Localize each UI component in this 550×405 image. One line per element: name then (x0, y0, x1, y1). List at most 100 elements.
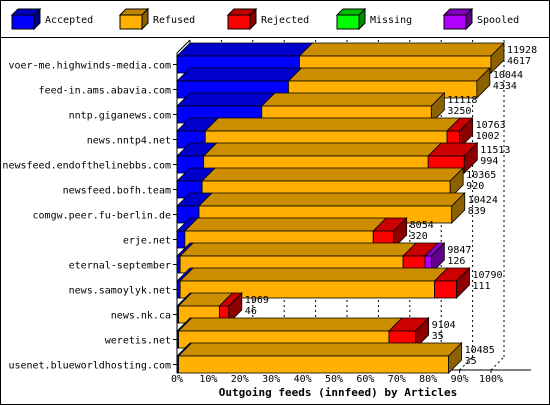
bar-segment (176, 255, 181, 274)
legend-item: Accepted (10, 7, 93, 31)
y-tick-label: erje.net (123, 236, 171, 247)
bar-segment-top (179, 242, 418, 257)
bar-segment-side (228, 292, 243, 324)
bar-total-label: 11928 (507, 45, 537, 56)
bar-accepted-label: 35 (432, 331, 444, 342)
bar-accepted-label: 994 (480, 156, 498, 167)
grid-line-slant (490, 356, 505, 371)
bar-segment (176, 230, 186, 249)
x-tick-label: 90% (451, 374, 469, 385)
legend-item: Refused (118, 7, 195, 31)
y-tick-label: eternal-september (69, 261, 171, 272)
bar-total-label: 1969 (245, 295, 269, 306)
x-tick-label: 50% (325, 374, 343, 385)
bar-accepted-label: 3250 (447, 106, 471, 117)
bar-segment (434, 280, 457, 299)
bar-accepted-label: 126 (447, 256, 465, 267)
bar-segment-side (430, 242, 445, 274)
bar-total-label: 9847 (447, 245, 471, 256)
bar-accepted-label: 1002 (476, 131, 500, 142)
bar-segment-top (201, 167, 465, 182)
y-tick-label: weretis.net (105, 336, 171, 347)
legend-swatch (227, 14, 251, 30)
bar-total-label: 10044 (493, 70, 523, 81)
bar-segment (178, 355, 450, 374)
bar-segment-top (177, 342, 463, 357)
bar-total-label: 10790 (472, 270, 502, 281)
legend-item: Rejected (226, 7, 309, 31)
legend-swatch (443, 14, 467, 30)
y-tick-label: feed-in.ams.abavia.com (39, 86, 171, 97)
bar-total-label: 9104 (432, 320, 456, 331)
bar-segment-top (177, 317, 403, 332)
bar-segment-side (476, 67, 491, 99)
x-tick-label: 70% (388, 374, 406, 385)
y-tick-label: newsfeed.bofh.team (63, 186, 171, 197)
y-tick-label: news.samoylyk.net (69, 286, 171, 297)
bar-accepted-label: 35 (465, 356, 477, 367)
x-tick-label: 20% (231, 374, 249, 385)
x-tick-label: 80% (419, 374, 437, 385)
y-tick-label: comgw.peer.fu-berlin.de (33, 211, 171, 222)
legend-swatch (119, 14, 143, 30)
bar-segment-top (176, 42, 314, 57)
x-tick-label: 0% (171, 374, 183, 385)
bar-segment-top (202, 142, 443, 157)
bar-total-label: 10485 (465, 345, 495, 356)
y-tick-label: nntp.giganews.com (69, 111, 171, 122)
y-tick-label: voer-me.highwinds-media.com (8, 61, 171, 72)
legend-swatch (336, 14, 360, 30)
bar-accepted-label: 111 (472, 281, 490, 292)
x-tick-label: 40% (294, 374, 312, 385)
bar-total-label: 11118 (447, 95, 477, 106)
legend-label: Rejected (261, 15, 309, 26)
bar-segment-top (183, 217, 388, 232)
bar-accepted-label: 4334 (493, 81, 517, 92)
bar-segment-top (260, 92, 446, 107)
bar-accepted-label: 320 (410, 231, 428, 242)
bar-accepted-label: 4617 (507, 56, 531, 67)
legend-label: Accepted (45, 15, 93, 26)
x-tick-label: 10% (199, 374, 217, 385)
bar-total-label: 10763 (476, 120, 506, 131)
legend-item: Missing (335, 7, 412, 31)
bar-segment-top (179, 267, 449, 282)
bar-segment-top (198, 192, 466, 207)
y-tick-label: newsfeed.endofthelinebbs.com (2, 161, 171, 172)
legend-swatch (11, 14, 35, 30)
bar-accepted-label: 839 (468, 206, 486, 217)
bar-total-label: 11513 (480, 145, 510, 156)
bar-segment-top (176, 67, 303, 82)
grid-line-slant (459, 356, 473, 371)
y-tick-label: news.nntp4.net (87, 136, 171, 147)
bar-segment-top (298, 42, 505, 57)
bar-total-label: 10365 (466, 170, 496, 181)
bar-accepted-label: 46 (245, 306, 257, 317)
legend-label: Missing (370, 15, 412, 26)
y-tick-label: news.nk.ca (111, 311, 171, 322)
bar-segment-top (176, 92, 276, 107)
y-tick-label: usenet.blueworldhosting.com (8, 361, 171, 372)
bar-segment-side (415, 317, 430, 349)
bar-segment-side (451, 192, 466, 224)
bar-total-label: 10424 (468, 195, 498, 206)
bar-segment-side (430, 92, 445, 124)
x-tick-label: 60% (356, 374, 374, 385)
bar-segment-side (449, 167, 464, 199)
x-axis-title: Outgoing feeds (innfeed) by Articles (219, 386, 457, 399)
bar-segment-side (393, 217, 408, 249)
bar-segment-side (463, 142, 478, 174)
legend-label: Refused (153, 15, 195, 26)
bar-segment-side (459, 117, 474, 149)
bar-segment-top (287, 67, 491, 82)
bar-accepted-label: 920 (466, 181, 484, 192)
bar-segment (176, 280, 181, 299)
x-tick-label: 100% (479, 374, 503, 385)
x-tick-label: 30% (262, 374, 280, 385)
bar-total-label: 8054 (410, 220, 434, 231)
